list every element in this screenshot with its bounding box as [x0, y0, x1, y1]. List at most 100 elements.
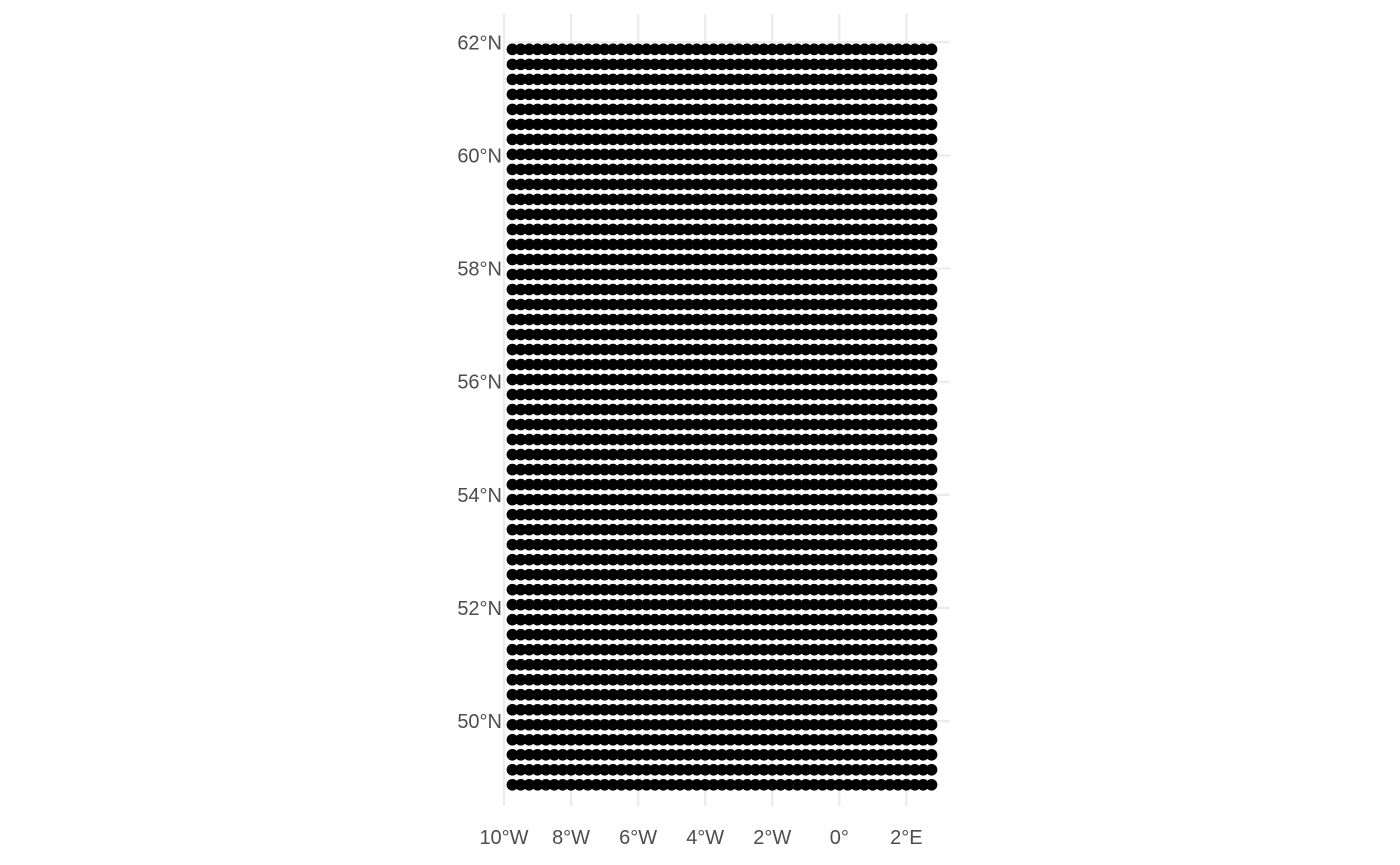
data-point: [506, 358, 519, 371]
data-point: [800, 598, 812, 611]
data-point: [573, 688, 586, 701]
data-point: [850, 643, 862, 656]
data-point: [892, 433, 904, 446]
data-point: [917, 238, 929, 251]
data-point: [825, 208, 837, 221]
data-point: [749, 88, 762, 101]
data-point: [917, 538, 929, 551]
data-point: [523, 88, 535, 101]
data-point: [783, 223, 795, 236]
data-point: [707, 523, 720, 536]
data-point: [791, 148, 804, 161]
data-point: [707, 268, 720, 281]
data-point: [623, 328, 636, 341]
data-point: [707, 73, 720, 86]
data-point: [716, 388, 728, 401]
data-point: [833, 268, 846, 281]
data-point: [783, 748, 795, 761]
data-point: [665, 628, 678, 641]
data-point: [774, 328, 787, 341]
data-point: [741, 598, 753, 611]
data-point: [556, 223, 569, 236]
data-point: [548, 748, 561, 761]
data-point: [774, 88, 787, 101]
data-point: [800, 373, 812, 386]
data-point: [649, 313, 661, 326]
data-point: [816, 718, 829, 731]
data-point: [598, 73, 611, 86]
data-point: [774, 118, 787, 131]
data-point: [540, 103, 552, 116]
data-point: [607, 448, 619, 461]
data-point: [623, 448, 636, 461]
data-point: [732, 523, 745, 536]
data-point: [917, 358, 929, 371]
data-point: [825, 343, 837, 356]
data-point: [850, 328, 862, 341]
data-point: [556, 643, 569, 656]
data-point: [883, 328, 896, 341]
data-point: [598, 283, 611, 296]
data-point: [908, 313, 921, 326]
data-point: [556, 553, 569, 566]
data-point: [531, 283, 544, 296]
data-point: [649, 748, 661, 761]
data-point: [548, 508, 561, 521]
data-point: [556, 178, 569, 191]
data-point: [691, 253, 703, 266]
data-point: [632, 568, 644, 581]
data-point: [506, 178, 519, 191]
data-point: [800, 508, 812, 521]
data-point: [657, 643, 670, 656]
data-point: [582, 148, 594, 161]
data-point: [867, 478, 879, 491]
data-point: [808, 133, 820, 146]
data-point: [741, 568, 753, 581]
data-point: [531, 703, 544, 716]
data-point: [649, 643, 661, 656]
data-point: [514, 388, 527, 401]
data-point: [582, 133, 594, 146]
data-point: [649, 268, 661, 281]
data-point: [816, 253, 829, 266]
data-point: [615, 523, 628, 536]
data-point: [598, 328, 611, 341]
data-point: [565, 88, 577, 101]
data-point: [774, 538, 787, 551]
data-point: [741, 553, 753, 566]
data-point: [514, 418, 527, 431]
data-point: [707, 238, 720, 251]
data-point: [808, 103, 820, 116]
data-point: [514, 433, 527, 446]
data-point: [783, 388, 795, 401]
data-point: [724, 748, 737, 761]
data-point: [732, 163, 745, 176]
data-point: [875, 208, 888, 221]
data-point: [531, 178, 544, 191]
data-point: [875, 103, 888, 116]
data-point: [925, 358, 938, 371]
data-point: [800, 688, 812, 701]
data-point: [816, 43, 829, 56]
data-point: [640, 238, 653, 251]
data-point: [598, 658, 611, 671]
data-point: [800, 358, 812, 371]
data-point: [623, 538, 636, 551]
data-point: [908, 778, 921, 791]
data-point: [640, 568, 653, 581]
data-point: [657, 703, 670, 716]
data-point: [531, 643, 544, 656]
data-point: [548, 268, 561, 281]
data-point: [598, 718, 611, 731]
data-point: [833, 118, 846, 131]
data-point: [825, 43, 837, 56]
data-point: [699, 778, 712, 791]
data-point: [548, 778, 561, 791]
data-point: [875, 163, 888, 176]
data-point: [506, 673, 519, 686]
data-point: [607, 778, 619, 791]
data-point: [724, 328, 737, 341]
data-point: [699, 403, 712, 416]
data-point: [716, 343, 728, 356]
data-point: [506, 628, 519, 641]
